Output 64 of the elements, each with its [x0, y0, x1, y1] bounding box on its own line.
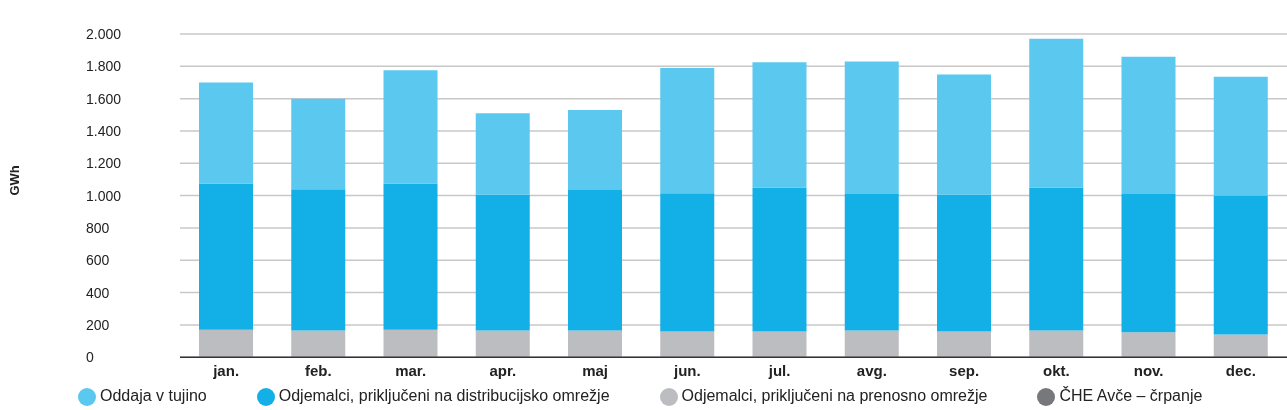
- bar: [475, 330, 530, 358]
- bar: [1121, 56, 1176, 194]
- bar: [291, 98, 346, 190]
- bar: [844, 330, 899, 358]
- bar: [475, 113, 530, 195]
- y-tick-label: 1.600: [86, 90, 122, 107]
- x-tick-label: nov.: [1133, 361, 1164, 379]
- bar: [660, 331, 715, 358]
- bar: [1213, 334, 1268, 358]
- y-tick-label: 600: [86, 252, 110, 269]
- y-tick-label: 1.200: [86, 155, 122, 172]
- y-tick-label: 1.000: [86, 187, 122, 204]
- x-tick-label: sep.: [949, 361, 980, 379]
- x-tick-label: mar.: [395, 361, 427, 379]
- bar: [937, 74, 991, 195]
- legend-label: Odjemalci, priključeni na prenosno omrežje: [681, 387, 988, 405]
- x-tick-label: avg.: [856, 361, 887, 379]
- bar: [1121, 332, 1176, 358]
- bar: [291, 189, 346, 331]
- bar: [937, 331, 991, 358]
- bar: [291, 330, 346, 358]
- bar: [844, 61, 899, 194]
- y-tick-label: 0: [86, 349, 94, 366]
- bar: [1029, 330, 1084, 358]
- y-tick-label: 800: [86, 219, 110, 236]
- y-tick-label: 400: [86, 284, 110, 301]
- x-tick-label: dec.: [1225, 361, 1256, 379]
- legend-label: ČHE Avče – črpanje: [1059, 387, 1203, 405]
- legend-label: Oddaja v tujino: [100, 387, 207, 405]
- bar: [475, 194, 530, 331]
- x-tick-label: jul.: [767, 361, 791, 379]
- x-tick-label: feb.: [305, 361, 332, 379]
- y-tick-label: 1.800: [86, 58, 122, 75]
- bar: [568, 330, 622, 358]
- bar: [937, 194, 991, 332]
- y-axis-title: GWh: [6, 165, 22, 196]
- y-tick-label: 200: [86, 316, 110, 333]
- bar: [568, 109, 622, 190]
- x-tick-label: okt.: [1043, 361, 1070, 379]
- bar: [752, 331, 807, 358]
- bar: [383, 183, 438, 330]
- y-tick-label: 1.400: [86, 122, 122, 139]
- bar: [383, 329, 438, 358]
- bar: [199, 183, 253, 330]
- x-tick-label: jan.: [212, 361, 240, 379]
- bar: [1029, 187, 1084, 331]
- y-tick-label: 2.000: [86, 26, 122, 42]
- bar: [1029, 38, 1084, 188]
- bar: [1213, 76, 1268, 196]
- bar: [660, 193, 715, 332]
- bar: [752, 62, 807, 188]
- bar: [199, 82, 253, 184]
- bar: [844, 194, 899, 331]
- x-tick-label: apr.: [489, 361, 517, 379]
- bar: [1121, 194, 1176, 333]
- bar: [660, 67, 715, 194]
- bar: [752, 187, 807, 332]
- legend-label: Odjemalci, priključeni na distribucijsko omrežje: [278, 387, 610, 405]
- x-tick-label: jun.: [673, 361, 701, 379]
- bar: [1213, 195, 1268, 335]
- bar: [383, 70, 438, 184]
- x-tick-label: maj: [582, 361, 609, 379]
- bar: [199, 329, 253, 358]
- bar: [568, 189, 622, 331]
